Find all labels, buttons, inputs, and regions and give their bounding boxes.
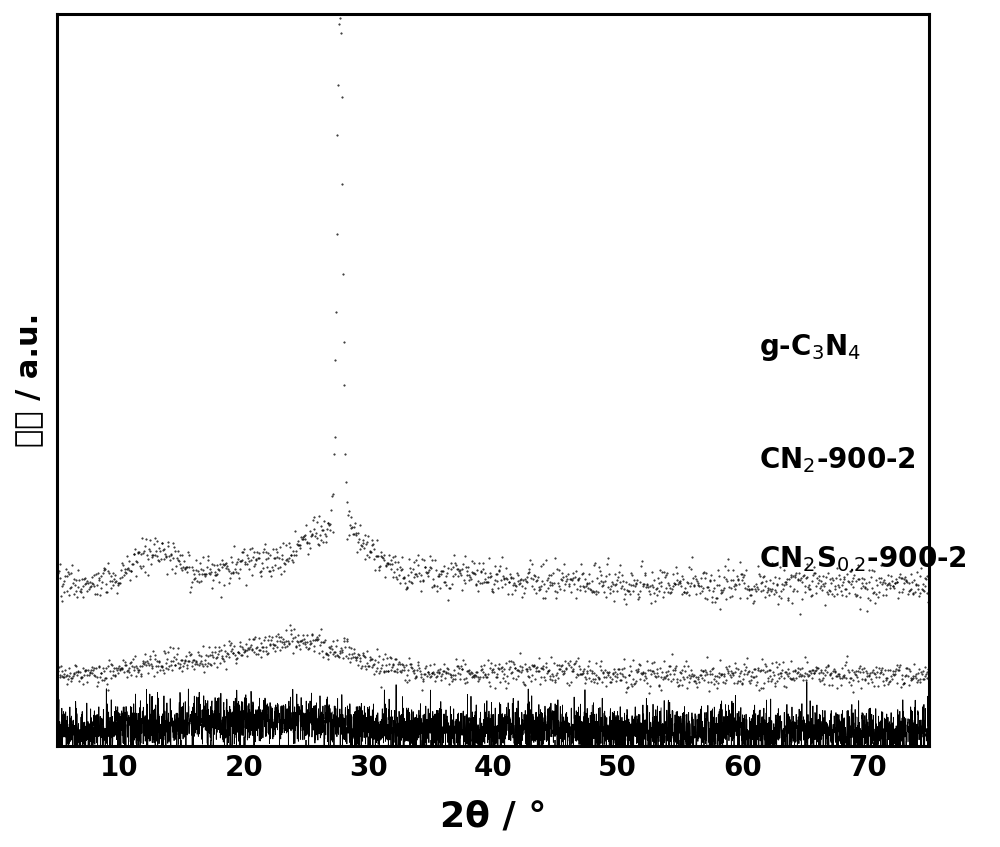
Y-axis label: 强度 / a.u.: 强度 / a.u. (14, 313, 43, 447)
Text: CN$_2$-900-2: CN$_2$-900-2 (759, 446, 916, 475)
X-axis label: 2θ / °: 2θ / ° (440, 799, 546, 833)
Text: CN$_2$S$_{0.2}$-900-2: CN$_2$S$_{0.2}$-900-2 (759, 545, 967, 574)
Text: g-C$_3$N$_4$: g-C$_3$N$_4$ (759, 331, 861, 363)
